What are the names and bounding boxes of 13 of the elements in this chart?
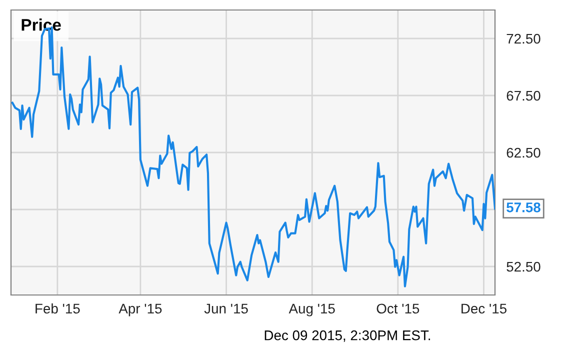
x-tick-label: Feb '15	[36, 303, 80, 314]
y-tick-label: 52.50	[506, 262, 540, 272]
y-tick-label: 62.50	[506, 148, 540, 158]
x-tick-label: Aug '15	[288, 304, 335, 316]
y-tick-label: 72.50	[506, 34, 540, 44]
x-tick-label: Apr '15	[118, 304, 162, 316]
x-tick-label: Oct '15	[376, 304, 420, 314]
text: Dec 09 2015, 2:30PM EST.	[264, 330, 430, 342]
annotation: 57.58	[506, 202, 540, 212]
y-tick-label: 67.50	[506, 90, 540, 101]
x-tick-label: Jun '15	[204, 304, 248, 314]
chart-title: Price	[22, 18, 61, 31]
x-tick-label: Dec '15	[462, 304, 506, 314]
